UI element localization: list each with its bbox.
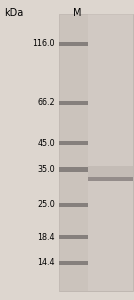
Bar (59, 235, 88, 239)
Bar (88, 167, 133, 177)
Bar (59, 100, 88, 105)
Text: 35.0: 35.0 (37, 165, 55, 174)
Bar (59, 167, 88, 172)
Bar (59, 14, 88, 291)
Bar (88, 14, 133, 291)
Text: M: M (73, 8, 81, 17)
Text: 45.0: 45.0 (37, 139, 55, 148)
Bar (88, 177, 133, 181)
Text: 18.4: 18.4 (37, 232, 55, 242)
Text: kDa: kDa (4, 8, 23, 17)
Text: 14.4: 14.4 (37, 258, 55, 267)
Bar (59, 141, 88, 145)
Bar (59, 42, 88, 46)
Bar (59, 261, 88, 265)
Text: 66.2: 66.2 (37, 98, 55, 107)
Text: 116.0: 116.0 (32, 39, 55, 48)
Text: 25.0: 25.0 (37, 200, 55, 209)
Bar (59, 203, 88, 207)
Bar (59, 14, 133, 291)
